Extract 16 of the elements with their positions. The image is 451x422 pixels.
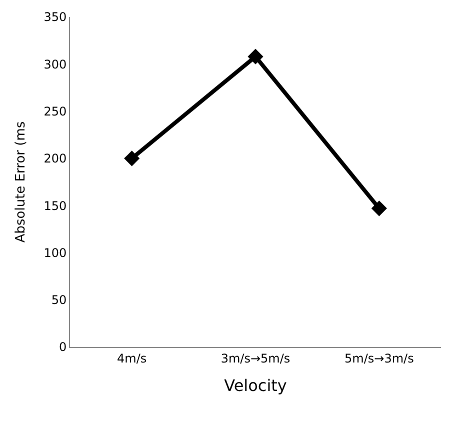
y-tick-label: 100 [44, 246, 67, 260]
x-tick-label: 4m/s [117, 351, 147, 366]
point [124, 150, 140, 166]
y-tick-label: 350 [44, 10, 67, 24]
y-tick-label: 250 [44, 104, 67, 118]
x-tick-label: 5m/s→3m/s [344, 351, 414, 366]
y-tick-label: 200 [44, 152, 67, 166]
y-axis-title: Absolute Error (ms [14, 121, 29, 243]
point [371, 200, 387, 216]
y-tick-label: 0 [58, 340, 67, 354]
x-tick-label: 3m/s→5m/s [220, 351, 290, 366]
point [248, 48, 264, 64]
y-tick-label: 300 [44, 57, 67, 72]
x-axis-title: Velocity [224, 376, 287, 396]
y-tick-label: 50 [51, 293, 67, 308]
y-tick-label: 150 [44, 198, 67, 213]
